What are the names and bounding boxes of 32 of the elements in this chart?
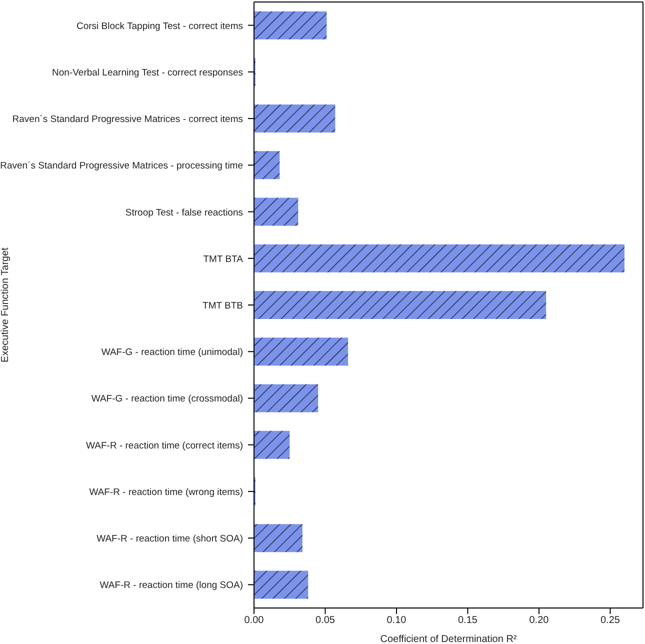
x-tick-label: 0.15: [458, 615, 478, 626]
bar: [254, 338, 348, 366]
x-tick-label: 0.10: [386, 615, 407, 626]
y-tick-label: WAF-G - reaction time (crossmodal): [91, 394, 243, 405]
x-axis-title: Coefficient of Determination R²: [380, 634, 518, 644]
y-tick-label: Raven´s Standard Progressive Matrices - correct items: [12, 114, 244, 126]
y-tick-label: WAF-R - reaction time (wrong items): [89, 486, 243, 498]
y-tick-label: WAF-G - reaction time (unimodal): [101, 347, 243, 358]
bar: [254, 104, 336, 133]
y-tick-label: Raven´s Standard Progressive Matrices - processing time: [0, 160, 243, 172]
y-tick-label: WAF-R - reaction time (long SOA): [100, 580, 243, 592]
bar: [254, 430, 290, 459]
bar: [254, 198, 298, 226]
y-tick-label: Corsi Block Tapping Test - correct items: [76, 20, 244, 32]
y-tick-label: WAF-R - reaction time (short SOA): [96, 534, 243, 545]
bar: [254, 151, 280, 180]
x-tick-label: 0.25: [600, 615, 620, 626]
bar: [254, 244, 624, 272]
y-tick-label: TMT BTA: [203, 254, 244, 265]
bar: [254, 384, 318, 412]
bar: [254, 524, 302, 552]
y-tick-label: Non-Verbal Learning Test - correct responses: [52, 67, 244, 78]
y-tick-label: TMT BTB: [202, 300, 243, 312]
y-axis-title: Executive Function Target: [0, 247, 11, 362]
y-tick-label: WAF-R - reaction time (correct items): [86, 440, 243, 452]
y-tick-label: Stroop Test - false reactions: [125, 207, 244, 218]
x-tick-label: 0.00: [244, 615, 264, 626]
bar: [254, 570, 308, 599]
x-tick-label: 0.05: [316, 615, 336, 626]
x-tick-label: 0.20: [529, 615, 550, 626]
bar: [254, 11, 327, 40]
bar: [254, 291, 546, 320]
